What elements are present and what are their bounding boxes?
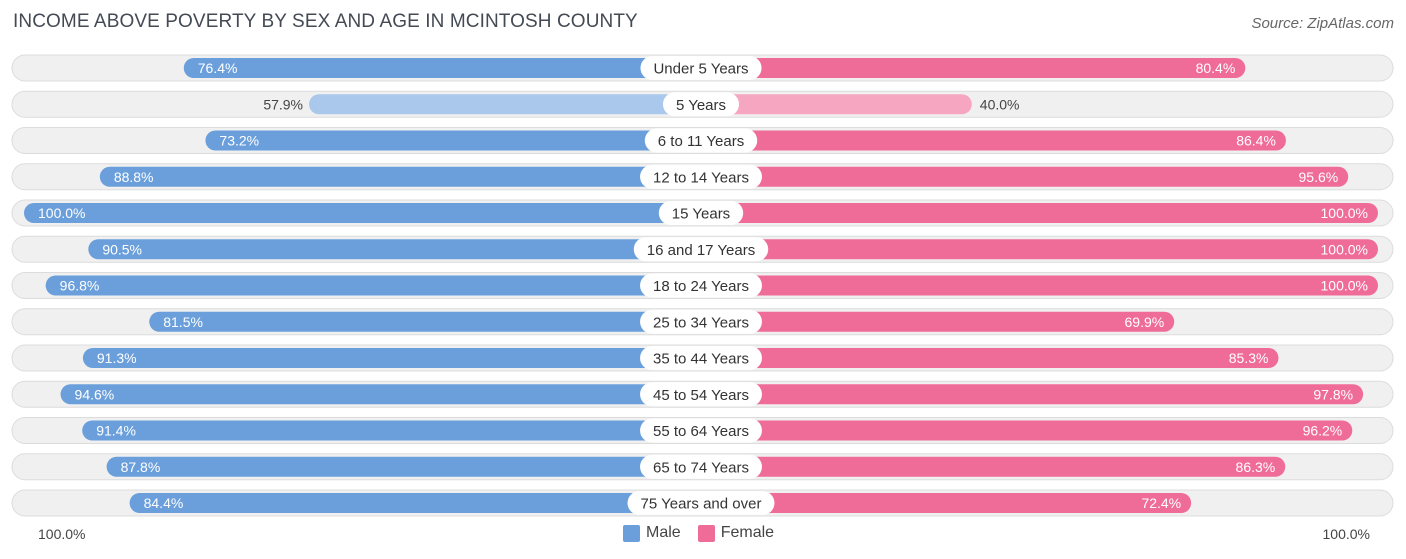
- female-value-label: 85.3%: [1229, 350, 1269, 366]
- female-bar: [701, 311, 1175, 332]
- legend-item-female: Female: [697, 524, 775, 542]
- male-value-label: 57.9%: [263, 96, 303, 112]
- female-swatch: [697, 524, 715, 542]
- category-label: 16 and 17 Years: [647, 242, 755, 259]
- category-label: 25 to 34 Years: [653, 314, 749, 331]
- male-bar: [106, 456, 702, 477]
- source-label: Source: ZipAtlas.com: [1251, 15, 1394, 32]
- female-bar: [701, 239, 1378, 260]
- female-bar: [701, 58, 1246, 78]
- category-pill: [640, 309, 762, 334]
- male-bar: [24, 203, 701, 223]
- bar-chart: 76.4% 80.4% Under 5 Years 57.9% 40.0% 5 Years…: [11, 54, 1394, 517]
- male-bar: [82, 348, 702, 368]
- chart-title: INCOME ABOVE POVERTY BY SEX AND AGE IN M…: [13, 11, 638, 32]
- male-bar: [88, 239, 701, 260]
- female-value-label: 100.0%: [1321, 241, 1368, 257]
- category-label: 35 to 44 Years: [653, 351, 749, 368]
- female-bar: [701, 130, 1286, 151]
- category-pill: [627, 491, 775, 515]
- category-pill: [633, 237, 769, 262]
- male-bar: [99, 166, 702, 187]
- female-bar: [701, 493, 1192, 513]
- female-bar: [701, 203, 1378, 223]
- female-value-label: 72.4%: [1141, 495, 1181, 511]
- male-swatch: [623, 524, 640, 542]
- male-bar: [129, 493, 701, 513]
- male-bar: [205, 130, 701, 151]
- female-bar: [701, 275, 1378, 296]
- female-value-label: 100.0%: [1321, 278, 1368, 294]
- female-value-label: 100.0%: [1321, 205, 1368, 221]
- category-pill: [644, 128, 758, 153]
- male-bar: [60, 384, 702, 405]
- axis-right-label: 100.0%: [1322, 526, 1370, 542]
- male-value-label: 90.5%: [102, 241, 142, 257]
- male-value-label: 96.8%: [60, 278, 100, 294]
- female-bar: [701, 348, 1279, 368]
- female-bar: [701, 456, 1286, 477]
- female-bar: [701, 94, 972, 115]
- category-pill: [640, 382, 762, 407]
- category-pill: [662, 92, 740, 117]
- category-pill: [640, 164, 762, 189]
- female-value-label: 95.6%: [1299, 169, 1339, 185]
- legend: Male Female: [623, 524, 791, 542]
- legend-female-label: Female: [720, 524, 775, 541]
- legend-item-male: Male: [623, 524, 681, 542]
- female-value-label: 97.8%: [1313, 386, 1353, 402]
- male-value-label: 91.3%: [97, 350, 137, 366]
- female-bar: [701, 420, 1353, 441]
- category-label: 12 to 14 Years: [653, 169, 749, 186]
- female-value-label: 96.2%: [1303, 423, 1343, 439]
- male-value-label: 87.8%: [121, 459, 161, 475]
- male-bar: [183, 58, 702, 78]
- category-pill: [640, 418, 762, 443]
- category-label: 15 Years: [672, 206, 730, 223]
- female-value-label: 40.0%: [980, 96, 1020, 112]
- category-label: Under 5 Years: [653, 61, 748, 78]
- category-label: 45 to 54 Years: [653, 387, 749, 404]
- category-pill: [640, 346, 762, 370]
- male-value-label: 94.6%: [75, 386, 115, 402]
- male-value-label: 81.5%: [163, 314, 203, 330]
- category-pill: [640, 454, 762, 479]
- male-value-label: 88.8%: [114, 169, 154, 185]
- category-pill: [640, 273, 762, 298]
- female-bar: [701, 166, 1349, 187]
- axis-left-label: 100.0%: [38, 526, 86, 542]
- female-value-label: 86.3%: [1236, 459, 1276, 475]
- male-bar: [82, 420, 702, 441]
- category-label: 5 Years: [676, 97, 726, 114]
- category-label: 18 to 24 Years: [653, 278, 749, 295]
- legend-male-label: Male: [646, 524, 681, 541]
- male-bar: [309, 94, 701, 115]
- male-value-label: 84.4%: [144, 495, 184, 511]
- male-bar: [45, 275, 701, 296]
- female-value-label: 69.9%: [1125, 314, 1165, 330]
- category-label: 65 to 74 Years: [653, 459, 749, 476]
- male-value-label: 91.4%: [96, 423, 136, 439]
- category-pill: [658, 201, 744, 225]
- male-bar: [149, 311, 701, 332]
- category-label: 75 Years and over: [641, 496, 762, 513]
- category-label: 6 to 11 Years: [658, 133, 744, 150]
- category-label: 55 to 64 Years: [653, 423, 749, 440]
- male-value-label: 76.4%: [198, 60, 238, 76]
- male-value-label: 73.2%: [219, 133, 259, 149]
- male-value-label: 100.0%: [38, 205, 85, 221]
- female-bar: [701, 384, 1364, 405]
- female-value-label: 86.4%: [1236, 133, 1276, 149]
- female-value-label: 80.4%: [1196, 60, 1236, 76]
- category-pill: [640, 56, 762, 80]
